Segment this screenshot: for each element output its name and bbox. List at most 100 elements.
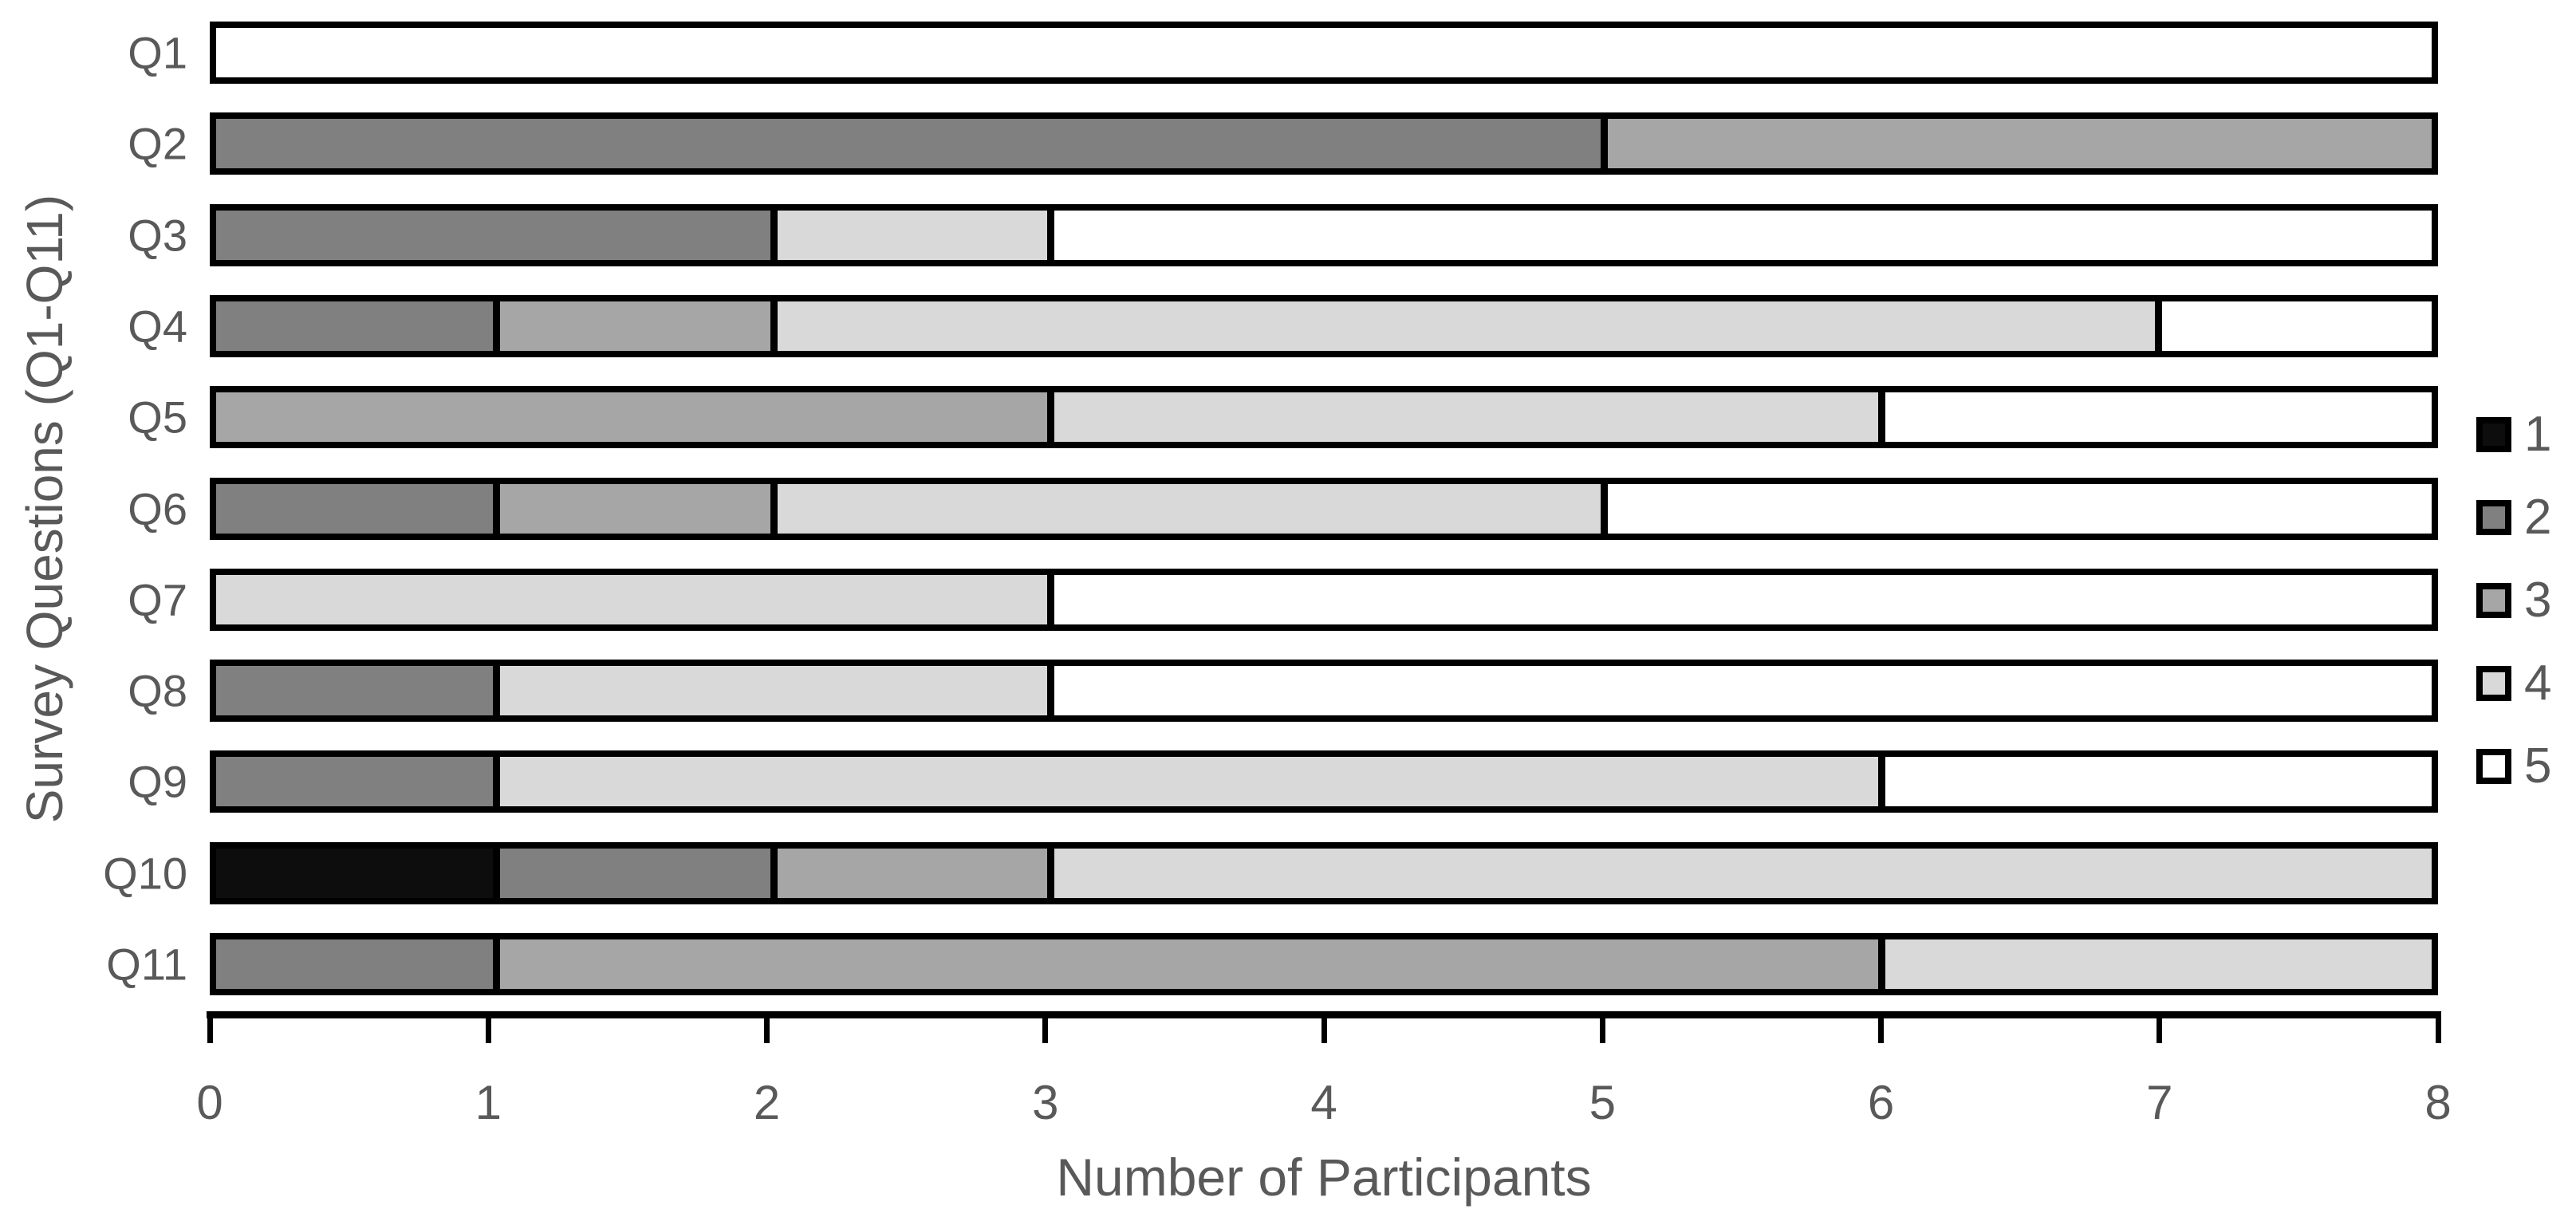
bar-row: Q8 — [128, 660, 2438, 723]
legend-swatch-icon — [2476, 417, 2511, 452]
legend-swatch-icon — [2476, 500, 2511, 535]
y-tick-label: Q5 — [128, 392, 187, 443]
legend-item: 5 — [2476, 742, 2551, 791]
y-tick-label: Q2 — [128, 118, 187, 169]
bar-segment-value-2 — [216, 757, 494, 807]
stacked-bar — [210, 386, 2438, 449]
legend-swatch-icon — [2476, 583, 2511, 618]
x-tick-label: 0 — [196, 1076, 223, 1129]
legend-swatch-icon — [2476, 666, 2511, 701]
x-tick-label: 8 — [2424, 1076, 2452, 1129]
y-tick-label: Q11 — [106, 939, 187, 990]
bar-row: Q7 — [128, 568, 2438, 631]
bar-segment-value-5 — [2154, 301, 2432, 351]
legend-label: 4 — [2524, 656, 2552, 711]
y-tick-label: Q10 — [103, 848, 187, 899]
bar-segment-value-4 — [493, 757, 1878, 807]
bar-segment-value-4 — [216, 574, 1047, 624]
stacked-bar — [210, 22, 2438, 84]
y-tick-label: Q8 — [128, 665, 187, 716]
legend-swatch-icon — [2476, 749, 2511, 784]
plot-area: Q1 Q2 Q3 Q4 Q5 Q6 Q7 Q8 Q9 Q10 Q11 — [103, 0, 2438, 1011]
x-axis-tick — [2157, 1011, 2163, 1043]
bar-segment-value-2 — [216, 210, 770, 260]
legend-item: 4 — [2476, 659, 2551, 708]
x-tick-label: 3 — [1032, 1076, 1059, 1129]
y-axis-title-text: Survey Questions (Q1-Q11) — [16, 194, 73, 824]
x-axis-tick — [485, 1011, 491, 1043]
bar-segment-value-2 — [216, 119, 1601, 169]
stacked-bar — [210, 112, 2438, 175]
legend-item: 3 — [2476, 576, 2551, 625]
legend-item: 1 — [2476, 410, 2551, 459]
bar-row: Q6 — [128, 477, 2438, 540]
x-tick-label: 7 — [2146, 1076, 2173, 1129]
x-axis-tick — [2435, 1011, 2441, 1043]
legend: 1 2 3 4 5 — [2476, 410, 2551, 831]
bar-row: Q2 — [128, 112, 2438, 175]
x-axis-tick — [207, 1011, 213, 1043]
bar-row: Q9 — [128, 750, 2438, 813]
stacked-bar — [210, 294, 2438, 357]
y-tick-label: Q6 — [128, 483, 187, 534]
x-axis-title: Number of Participants — [1056, 1148, 1592, 1207]
bar-row: Q5 — [128, 386, 2438, 449]
bar-segment-value-2 — [216, 301, 494, 351]
bar-segment-value-4 — [770, 483, 1601, 534]
bar-segment-value-3 — [493, 301, 770, 351]
stacked-bar — [210, 750, 2438, 813]
bar-segment-value-5 — [1601, 483, 2432, 534]
bar-segment-value-5 — [1877, 757, 2432, 807]
legend-label: 5 — [2524, 739, 2552, 794]
y-tick-label: Q7 — [128, 574, 187, 625]
bar-row: Q11 — [106, 933, 2438, 995]
bar-segment-value-3 — [493, 483, 770, 534]
bar-segment-value-3 — [493, 939, 1878, 989]
x-axis-tick — [764, 1011, 770, 1043]
legend-item: 2 — [2476, 493, 2551, 542]
stacked-bar — [210, 933, 2438, 995]
bar-row: Q1 — [128, 22, 2438, 84]
x-tick-label: 6 — [1867, 1076, 1895, 1129]
x-axis-tick — [1878, 1011, 1884, 1043]
bar-segment-value-5 — [1046, 210, 2432, 260]
y-tick-label: Q9 — [128, 756, 187, 807]
bar-segment-value-4 — [1877, 939, 2432, 989]
stacked-bar — [210, 660, 2438, 723]
bar-segment-value-4 — [493, 666, 1047, 716]
bar-segment-value-2 — [216, 666, 494, 716]
bar-segment-value-4 — [770, 210, 1047, 260]
bar-segment-value-4 — [1046, 848, 2432, 898]
x-axis-tick — [1042, 1011, 1049, 1043]
bar-segment-value-4 — [1046, 392, 1878, 443]
stacked-bar — [210, 841, 2438, 904]
x-tick-label: 2 — [753, 1076, 781, 1129]
bar-segment-value-2 — [216, 483, 494, 534]
stacked-bar — [210, 477, 2438, 540]
bar-segment-value-3 — [770, 848, 1047, 898]
bar-row: Q10 — [103, 841, 2438, 904]
bar-segment-value-4 — [770, 301, 2155, 351]
bar-segment-value-3 — [216, 392, 1047, 443]
stacked-bar — [210, 203, 2438, 266]
bar-segment-value-2 — [493, 848, 770, 898]
y-tick-label: Q3 — [128, 210, 187, 261]
bar-segment-value-5 — [216, 28, 2432, 77]
legend-label: 2 — [2524, 490, 2552, 545]
stacked-bar — [210, 568, 2438, 631]
bar-row: Q4 — [128, 294, 2438, 357]
x-axis-tick — [1321, 1011, 1327, 1043]
x-tick-label: 1 — [475, 1076, 502, 1129]
bar-segment-value-5 — [1046, 574, 2432, 624]
bar-segment-value-2 — [216, 939, 494, 989]
bar-segment-value-5 — [1877, 392, 2432, 443]
bar-segment-value-3 — [1601, 119, 2432, 169]
x-tick-label: 4 — [1310, 1076, 1337, 1129]
bar-segment-value-1 — [216, 848, 494, 898]
legend-label: 3 — [2524, 573, 2552, 628]
y-tick-label: Q4 — [128, 301, 187, 352]
y-tick-label: Q1 — [128, 27, 187, 78]
x-axis-tick — [1599, 1011, 1605, 1043]
bar-row: Q3 — [128, 203, 2438, 266]
